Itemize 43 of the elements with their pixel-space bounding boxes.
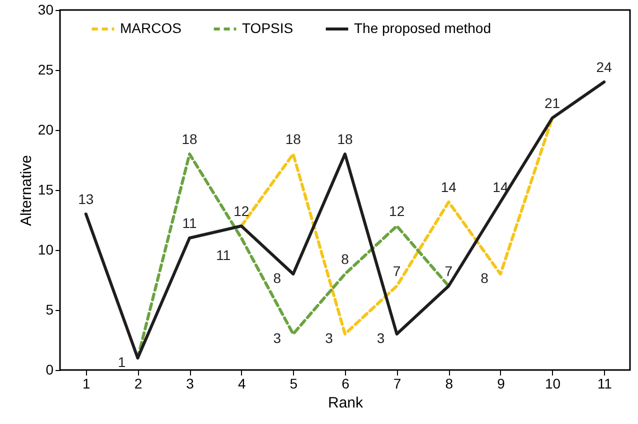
x-tick-label: 9	[497, 376, 506, 392]
y-tick-label: 25	[38, 62, 54, 78]
data-label: 12	[389, 203, 405, 219]
data-label: 7	[392, 263, 401, 279]
data-label: 18	[182, 131, 198, 147]
x-tick-label: 4	[238, 376, 246, 392]
data-label: 14	[440, 179, 457, 195]
y-tick-label: 10	[38, 242, 54, 258]
data-label: 12	[234, 203, 250, 219]
data-label: 18	[337, 131, 353, 147]
data-label: 11	[182, 215, 198, 231]
y-tick-label: 15	[38, 182, 54, 198]
y-tick-label: 0	[46, 362, 54, 378]
data-label: 24	[596, 59, 612, 75]
x-tick-label: 10	[544, 376, 561, 392]
data-label: 18	[285, 131, 302, 147]
y-tick-label: 20	[38, 122, 54, 138]
x-tick-label: 6	[342, 376, 350, 392]
data-label: 8	[480, 270, 489, 286]
y-tick-label: 5	[46, 302, 54, 318]
x-tick-label: 3	[186, 376, 194, 392]
x-tick-label: 11	[597, 376, 612, 392]
data-label: 21	[544, 95, 560, 111]
legend-label: TOPSIS	[242, 20, 294, 36]
data-label: 3	[325, 330, 334, 346]
data-label: 11	[216, 247, 231, 263]
data-label: 13	[78, 191, 94, 207]
data-label: 8	[341, 251, 350, 267]
data-label: 3	[376, 330, 385, 346]
data-label: 3	[273, 330, 282, 346]
legend-label: MARCOS	[120, 20, 182, 36]
data-label: 1	[118, 354, 126, 370]
x-tick-label: 1	[82, 376, 91, 392]
y-axis-title: Alternative	[18, 155, 35, 226]
x-tick-label: 7	[393, 376, 402, 392]
data-label: 8	[273, 270, 282, 286]
data-label: 7	[444, 263, 453, 279]
x-axis-title: Rank	[328, 394, 364, 412]
x-tick-label: 2	[134, 376, 142, 392]
x-tick-label: 8	[445, 376, 454, 392]
legend-label: The proposed method	[354, 20, 491, 36]
y-tick-label: 30	[38, 2, 54, 18]
x-tick-label: 5	[290, 376, 298, 392]
